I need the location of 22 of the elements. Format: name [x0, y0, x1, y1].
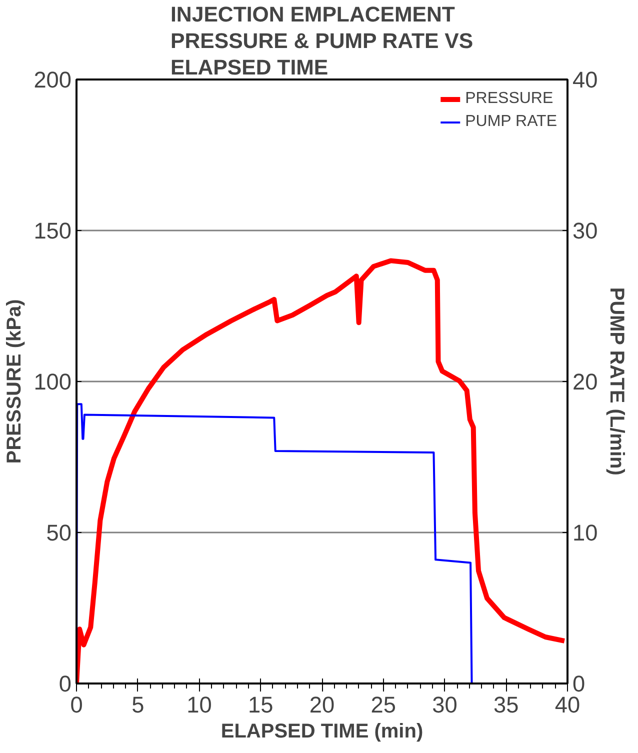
y-tick-label: 150 — [34, 218, 72, 244]
x-tick-label: 30 — [432, 692, 458, 718]
y-axis-title: PRESSURE (kPa) — [4, 299, 26, 464]
y-tick-label: 0 — [58, 670, 72, 696]
chart-title: INJECTION EMPLACEMENT PRESSURE & PUMP RATE VS ELAPSED TIME — [170, 2, 474, 80]
legend-label: PUMP RATE — [465, 113, 557, 131]
x-axis-title: ELAPSED TIME (min) — [220, 720, 424, 742]
y-tick-label: 100 — [34, 368, 72, 394]
y2-tick-label: 40 — [572, 66, 598, 92]
x-tick-label: 15 — [248, 692, 274, 718]
y2-tick-label: 20 — [572, 368, 598, 394]
y2-tick-label: 10 — [572, 520, 598, 546]
y-tick-label: 200 — [34, 66, 72, 92]
x-tick-label: 20 — [309, 692, 335, 718]
legend-label: PRESSURE — [465, 90, 554, 108]
y2-tick-label: 30 — [572, 218, 598, 244]
x-tick-label: 10 — [186, 692, 212, 718]
x-tick-label: 35 — [494, 692, 519, 718]
y-tick-label: 50 — [46, 520, 72, 546]
x-tick-label: 5 — [132, 692, 144, 718]
y2-axis-title: PUMP RATE (L/min) — [606, 287, 628, 476]
x-tick-label: 25 — [370, 692, 396, 718]
